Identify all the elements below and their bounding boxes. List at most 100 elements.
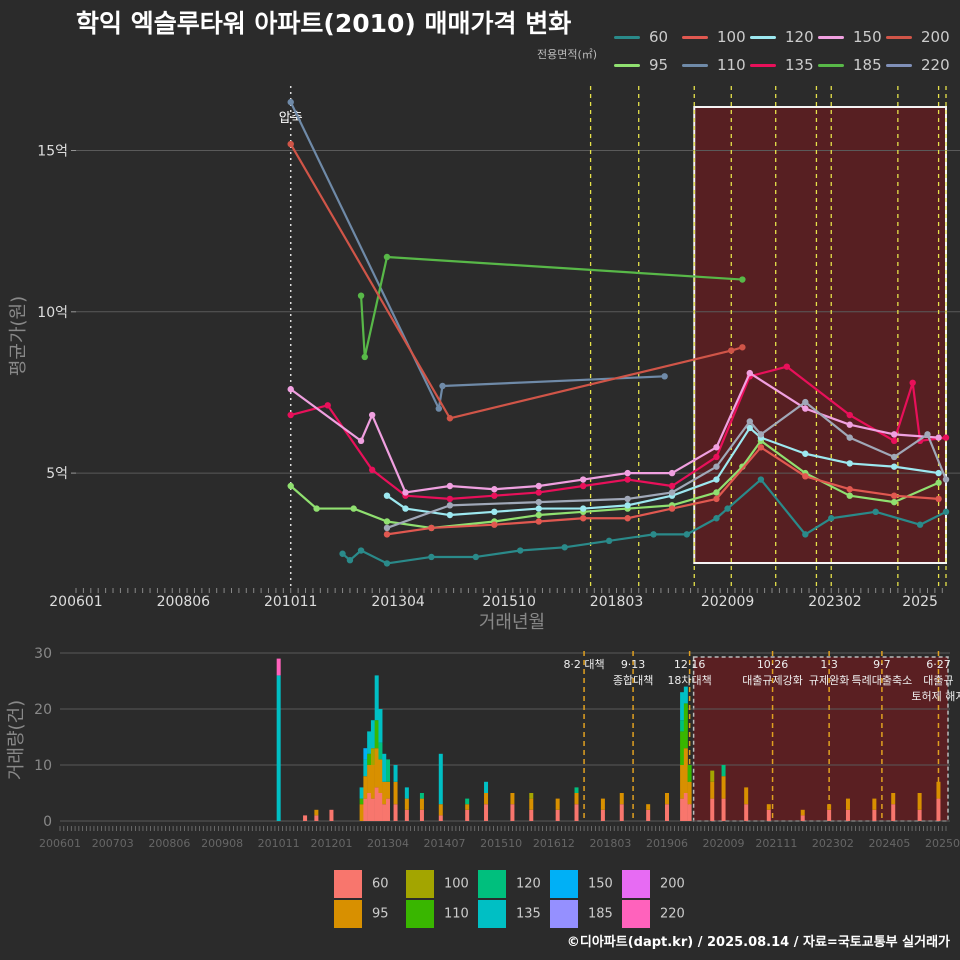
data-point — [935, 495, 942, 503]
bar-stack — [872, 798, 877, 821]
legend-item-60: 60 — [614, 28, 668, 46]
chart-title: 학익 엑슬루타워 아파트(2010) 매매가격 변화 — [76, 9, 572, 38]
data-point — [383, 518, 391, 525]
bar-segment-60 — [438, 815, 443, 821]
bar-stack — [367, 731, 372, 821]
legend-item-135: 135 — [750, 56, 814, 74]
legend-swatch — [614, 64, 640, 67]
bar-segment-60 — [766, 809, 771, 821]
data-point — [287, 140, 294, 148]
bar-x-tick-label: 202405 — [868, 837, 910, 850]
y-tick-label: 15억 — [37, 144, 68, 160]
bar-stack — [766, 804, 771, 821]
data-point — [383, 492, 391, 499]
bar-stack — [827, 804, 832, 821]
policy-label: 12·16 — [674, 658, 706, 671]
bar-segment-120 — [721, 765, 726, 777]
bar-x-tick-label: 202009 — [703, 837, 745, 850]
series-150 — [287, 369, 942, 496]
data-point — [383, 560, 391, 567]
bar-segment-120 — [680, 720, 685, 732]
bar-segment-95 — [419, 798, 424, 810]
bar-segment-135 — [404, 787, 409, 799]
bar-segment-95 — [872, 798, 877, 810]
bar-legend-swatch — [622, 870, 650, 898]
bar-x-tick-label: 201510 — [480, 837, 522, 850]
bar-segment-135 — [359, 787, 364, 799]
bar-segment-60 — [800, 815, 805, 821]
bar-legend-swatch — [406, 870, 434, 898]
bar-stack — [710, 770, 715, 821]
legend-swatch — [818, 64, 844, 67]
data-point — [517, 547, 524, 554]
data-point — [402, 505, 409, 512]
data-point — [802, 450, 809, 457]
legend-swatch — [886, 64, 912, 67]
bar-legend-label: 120 — [516, 876, 541, 892]
data-point — [313, 505, 320, 512]
bar-segment-60 — [936, 798, 941, 821]
data-point — [579, 505, 587, 512]
bar-stack — [484, 781, 489, 821]
data-point — [368, 411, 376, 419]
legend-item-220: 220 — [886, 56, 950, 74]
bar-legend-item-100: 100 — [406, 870, 469, 898]
bar-segment-135 — [276, 675, 281, 821]
legend-label: 110 — [717, 56, 746, 74]
legend-label: 200 — [921, 28, 950, 46]
bar-segment-110 — [374, 720, 379, 749]
bar-segment-220 — [276, 658, 281, 676]
data-point — [935, 469, 942, 477]
bar-segment-60 — [484, 804, 489, 821]
policy-label: 대출규제강화 — [742, 674, 803, 687]
bar-segment-60 — [386, 798, 391, 821]
bar-x-tick-label: 200806 — [148, 837, 190, 850]
bar-segment-135 — [382, 753, 387, 782]
policy-label: 토허제 해지 — [911, 689, 960, 703]
bar-segment-60 — [363, 798, 368, 821]
bar-legend-label: 110 — [444, 906, 469, 922]
bar-x-tick-label: 201612 — [533, 837, 575, 850]
bar-segment-120 — [465, 798, 470, 805]
bar-segment-120 — [419, 793, 424, 799]
policy-label: 18차대책 — [667, 674, 711, 687]
series-60 — [339, 476, 950, 567]
bar-segment-60 — [891, 804, 896, 821]
bar-segment-100 — [710, 770, 715, 782]
legend-item-100: 100 — [682, 28, 746, 46]
y-tick-label: 5억 — [46, 466, 68, 482]
bar-legend-label: 185 — [588, 906, 613, 922]
data-point — [346, 556, 354, 564]
bar-stack — [386, 759, 391, 821]
bar-legend-label: 95 — [372, 906, 389, 922]
legend-item-95: 95 — [614, 56, 668, 74]
bar-stack — [800, 809, 805, 821]
data-point — [846, 411, 853, 419]
data-point — [828, 515, 835, 522]
bar-stack — [314, 809, 319, 821]
bar-segment-95 — [484, 793, 489, 805]
bar-legend-item-60: 60 — [334, 870, 389, 898]
data-point — [383, 531, 391, 538]
bar-segment-60 — [510, 804, 515, 821]
bar-segment-100 — [529, 793, 534, 799]
legend-label: 60 — [649, 28, 669, 46]
bar-segment-100 — [370, 748, 375, 765]
bar-y-tick-label: 30 — [34, 646, 52, 662]
data-point — [324, 402, 331, 409]
bar-stack — [574, 787, 579, 821]
bar-segment-60 — [646, 809, 651, 821]
bar-segment-135 — [683, 686, 688, 704]
data-point — [668, 489, 676, 496]
bar-segment-60 — [872, 809, 877, 821]
data-point — [909, 379, 916, 386]
data-point — [757, 476, 765, 483]
bar-stack — [510, 793, 515, 821]
data-point — [846, 434, 853, 441]
bar-segment-150 — [363, 748, 368, 760]
bar-segment-60 — [683, 793, 688, 821]
data-point — [535, 482, 542, 490]
legend-title: 전용면적(㎡) — [537, 48, 598, 61]
bar-stack — [465, 798, 470, 821]
x-tick-label: 200601 — [49, 594, 102, 610]
